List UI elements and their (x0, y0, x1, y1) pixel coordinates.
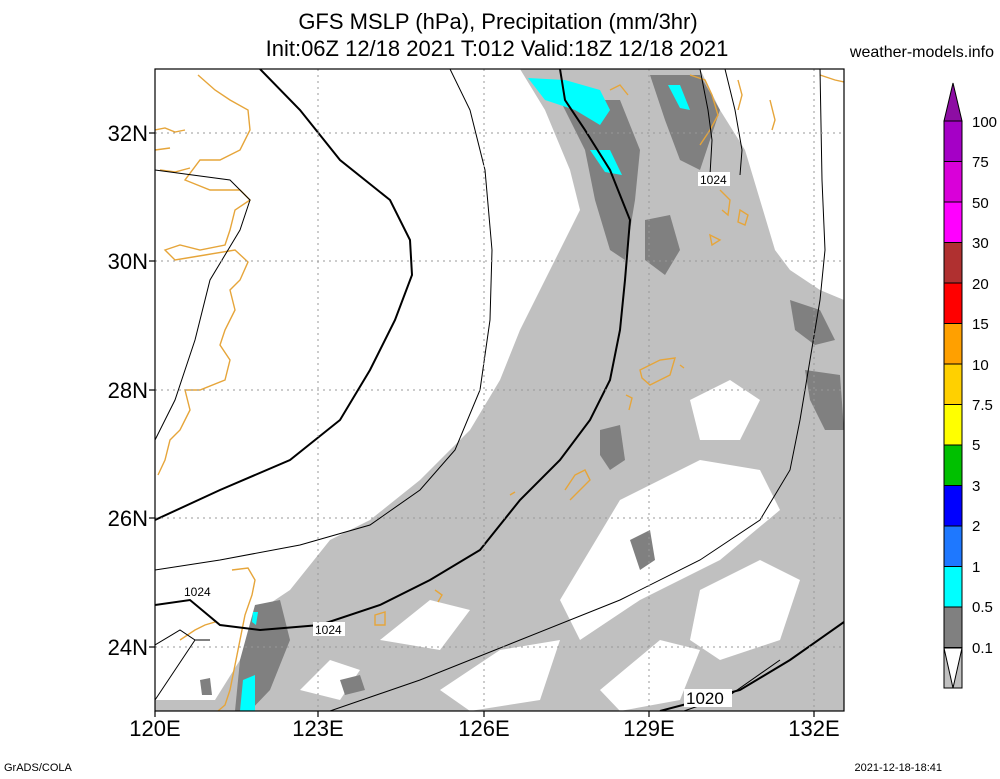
colorbar-box (943, 606, 963, 648)
colorbar-label-50: 50 (972, 195, 989, 212)
isobars (155, 69, 844, 711)
map-panel: 1024 1024 1024 1020 (155, 69, 844, 711)
footer-left: GrADS/COLA (4, 762, 72, 774)
colorbar-label-1: 1 (972, 559, 981, 576)
lon-label-120e: 120E (129, 716, 181, 741)
colorbar-box (943, 404, 963, 446)
colorbar-box (943, 485, 963, 527)
colorbar-label-15: 15 (972, 316, 989, 333)
lat-label-24n: 24N (107, 635, 148, 660)
gridlines (155, 69, 844, 711)
axis-ticks (149, 132, 815, 717)
lat-label-26n: 26N (107, 506, 148, 531)
lat-label-30n: 30N (107, 249, 148, 274)
colorbar-label-0-5: 0.5 (972, 599, 993, 616)
lon-label-129e: 129E (623, 716, 675, 741)
colorbar-label-100: 100 (972, 114, 998, 131)
colorbar-boxes (943, 120, 963, 689)
colorbar-label-10: 10 (972, 357, 989, 374)
colorbar (943, 82, 963, 689)
precip-gaps (155, 180, 800, 711)
colorbar-box (943, 282, 963, 324)
colorbar-box (943, 161, 963, 203)
colorbar-box (943, 242, 963, 284)
lon-label-123e: 123E (292, 716, 344, 741)
site-label: weather-models.info (849, 44, 994, 61)
chart-title-line2: Init:06Z 12/18 2021 T:012 Valid:18Z 12/1… (265, 36, 729, 61)
contour-label-1024-c: 1024 (700, 173, 727, 187)
colorbar-label-3: 3 (972, 478, 981, 495)
lat-label-28n: 28N (107, 378, 148, 403)
lon-label-126e: 126E (458, 716, 510, 741)
colorbar-box (943, 323, 963, 365)
colorbar-box (943, 201, 963, 243)
contour-label-1024-b: 1024 (315, 623, 342, 637)
colorbar-label-5: 5 (972, 437, 981, 454)
colorbar-label-0-1: 0.1 (972, 640, 993, 657)
colorbar-bottom-arrow (943, 647, 963, 689)
footer-right: 2021-12-18-18:41 (854, 762, 942, 774)
chart-title-line1: GFS MSLP (hPa), Precipitation (mm/3hr) (298, 9, 698, 34)
contour-label-1020: 1020 (686, 689, 724, 708)
contour-label-1024-a: 1024 (184, 585, 211, 599)
colorbar-label-30: 30 (972, 235, 989, 252)
colorbar-label-75: 75 (972, 154, 989, 171)
colorbar-top-arrow (943, 82, 963, 122)
colorbar-box (943, 444, 963, 486)
contour-labels: 1024 1024 1024 1020 (182, 172, 732, 708)
lon-label-132e: 132E (788, 716, 840, 741)
colorbar-box (943, 566, 963, 608)
colorbar-box (943, 525, 963, 567)
colorbar-label-20: 20 (972, 276, 989, 293)
lat-label-32n: 32N (107, 121, 148, 146)
colorbar-box (943, 363, 963, 405)
colorbar-label-7-5: 7.5 (972, 397, 993, 414)
colorbar-box (943, 120, 963, 162)
colorbar-label-2: 2 (972, 518, 981, 535)
